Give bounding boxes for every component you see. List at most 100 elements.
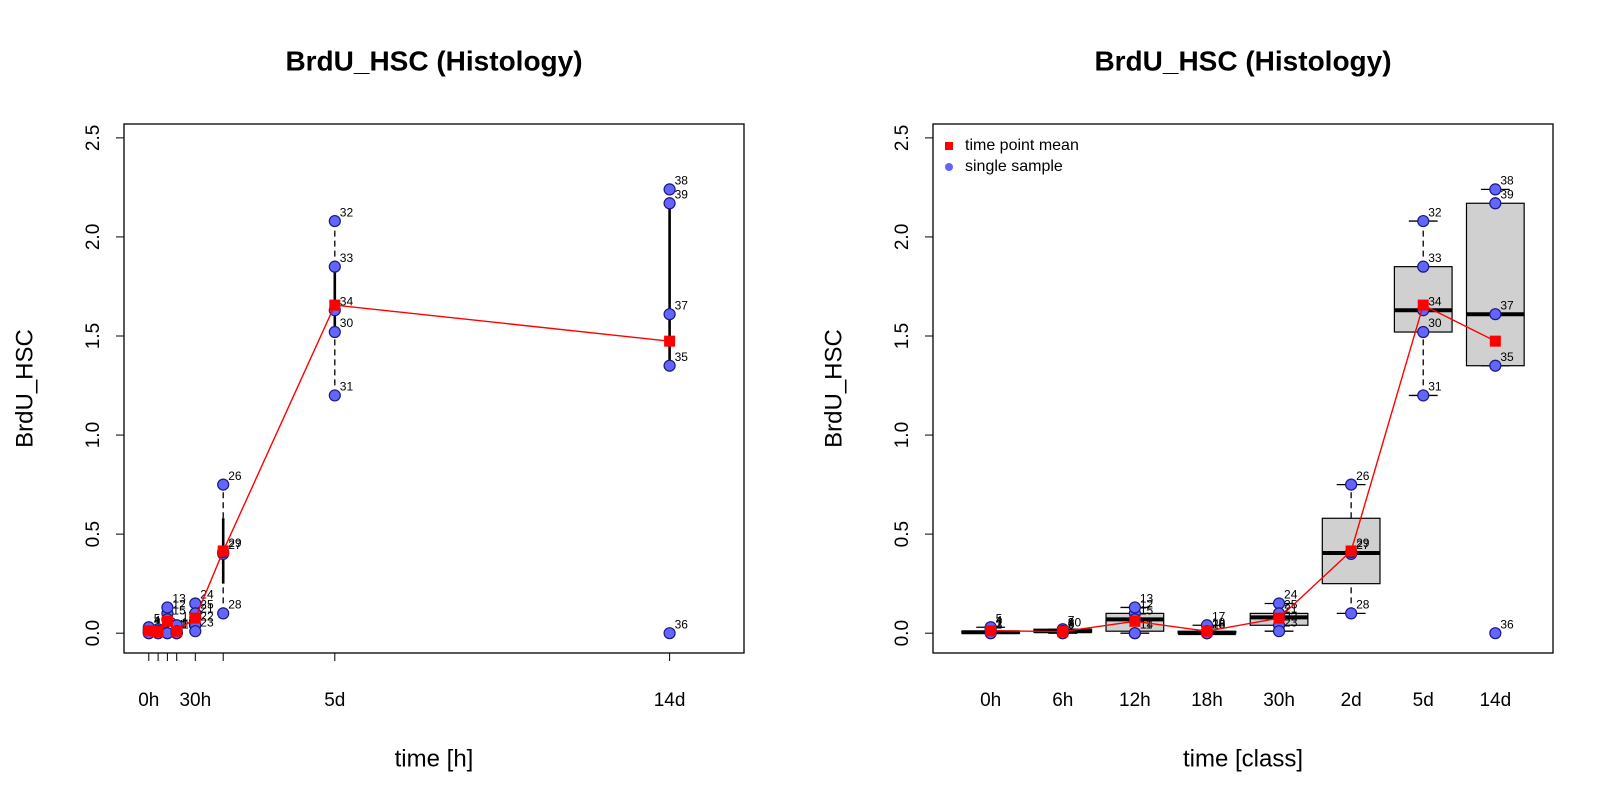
mean-point (1489, 335, 1501, 347)
sample-point (663, 627, 676, 640)
sample-point (189, 625, 202, 638)
sample-label: 39 (675, 187, 689, 201)
sample-label: 29 (1356, 536, 1370, 550)
sample-label: 33 (1428, 251, 1442, 265)
mean-point (143, 625, 155, 637)
sample-point (1417, 389, 1430, 402)
sample-label: 17 (1212, 609, 1226, 623)
sample-label: 2 (996, 617, 1003, 631)
sample-label: 15 (1140, 603, 1154, 617)
sample-label: 4 (996, 613, 1003, 627)
panel: BrdU_HSC (Histology) time [h] BrdU_HSC 0.0 0… (11, 45, 745, 772)
sample-point (328, 325, 341, 339)
sample-label: 35 (675, 350, 689, 364)
y-axis-label: BrdU_HSC (820, 329, 847, 448)
y-tick-label: 0.0 (83, 620, 104, 646)
sample-point (1128, 627, 1141, 640)
x-axis-label: time [h] (395, 745, 474, 772)
sample-label: 8 (1068, 615, 1075, 629)
sample-label: 21 (1284, 602, 1298, 616)
y-tick-label: 1.5 (892, 323, 913, 349)
sample-label: 34 (1428, 294, 1442, 308)
sample-label: 38 (1500, 174, 1514, 188)
mean-line (990, 304, 1496, 633)
plot-frame (932, 123, 1554, 654)
sample-label: 24 (1284, 588, 1298, 602)
sample-label: 27 (228, 538, 242, 552)
sample-label: 22 (200, 609, 214, 623)
sample-point (1489, 183, 1502, 196)
y-tick-label: 0.5 (892, 521, 913, 547)
sample-label: 38 (675, 174, 689, 188)
x-tick-label: 0h (980, 690, 1001, 711)
sample-point (1345, 607, 1358, 620)
y-tick-label: 0.5 (83, 521, 104, 547)
sample-label: 3 (996, 617, 1003, 631)
y-tick-label: 2.5 (892, 125, 913, 151)
sample-point (161, 601, 174, 614)
legend-symbol (945, 163, 953, 171)
sample-label: 9 (1068, 617, 1075, 631)
x-tick-label: 14d (1479, 690, 1511, 711)
sample-point (328, 389, 341, 402)
sample-point (217, 478, 230, 491)
mean-point (189, 612, 201, 624)
sample-label: 4 (154, 613, 161, 627)
y-tick-label: 2.5 (83, 125, 104, 151)
sample-point (1417, 325, 1430, 339)
sample-label: 12 (172, 598, 186, 612)
sample-label: 31 (1428, 380, 1442, 394)
mean-point (217, 545, 229, 557)
x-tick-label: 2d (1341, 690, 1362, 711)
x-tick-label: 5d (324, 690, 345, 711)
sample-label: 37 (1500, 298, 1514, 312)
legend-label: single sample (965, 158, 1063, 175)
sample-point (663, 197, 676, 210)
x-tick-label: 14d (654, 690, 686, 711)
sample-point (1489, 359, 1502, 372)
x-tick-label: 0h (138, 690, 159, 711)
y-tick-label: 2.0 (892, 224, 913, 250)
mean-point (329, 299, 341, 311)
mean-point (1417, 299, 1429, 311)
mean-point (1057, 626, 1069, 638)
panel: BrdU_HSC (Histology) time [class] BrdU_HSC… (820, 45, 1554, 772)
sample-point (663, 183, 676, 196)
sample-label: 14 (1140, 617, 1154, 631)
sample-label: 23 (1284, 615, 1298, 629)
y-tick-label: 1.0 (892, 422, 913, 448)
sample-label: 28 (1356, 598, 1370, 612)
sample-label: 32 (1428, 205, 1442, 219)
mean-point (1201, 625, 1213, 637)
mean-point (664, 335, 676, 347)
sample-label: 39 (1500, 187, 1514, 201)
mean-point (1273, 612, 1285, 624)
sample-label: 7 (1068, 613, 1075, 627)
sample-label: 25 (200, 598, 214, 612)
sample-label: 1 (154, 615, 161, 629)
sample-point (663, 308, 676, 321)
y-tick-label: 0.0 (892, 620, 913, 646)
mean-point (171, 625, 183, 637)
sample-label: 37 (675, 298, 689, 312)
sample-point (217, 607, 230, 620)
x-tick-label: 5d (1413, 690, 1434, 711)
sample-point (1489, 308, 1502, 321)
sample-label: 23 (200, 615, 214, 629)
plot-frame (123, 123, 745, 654)
sample-label: 28 (228, 598, 242, 612)
sample-label: 12 (1140, 598, 1154, 612)
sample-label: 32 (340, 205, 354, 219)
sample-label: 22 (1284, 609, 1298, 623)
sample-label: 5 (996, 611, 1003, 625)
sample-point (1417, 214, 1430, 228)
box (1393, 266, 1453, 333)
sample-point (1489, 627, 1502, 640)
y-tick-label: 1.0 (83, 422, 104, 448)
sample-label: 36 (1500, 617, 1514, 631)
sample-label: 21 (200, 602, 214, 616)
mean-point (985, 625, 997, 637)
y-axis-label: BrdU_HSC (11, 329, 38, 448)
sample-point (1345, 478, 1358, 491)
